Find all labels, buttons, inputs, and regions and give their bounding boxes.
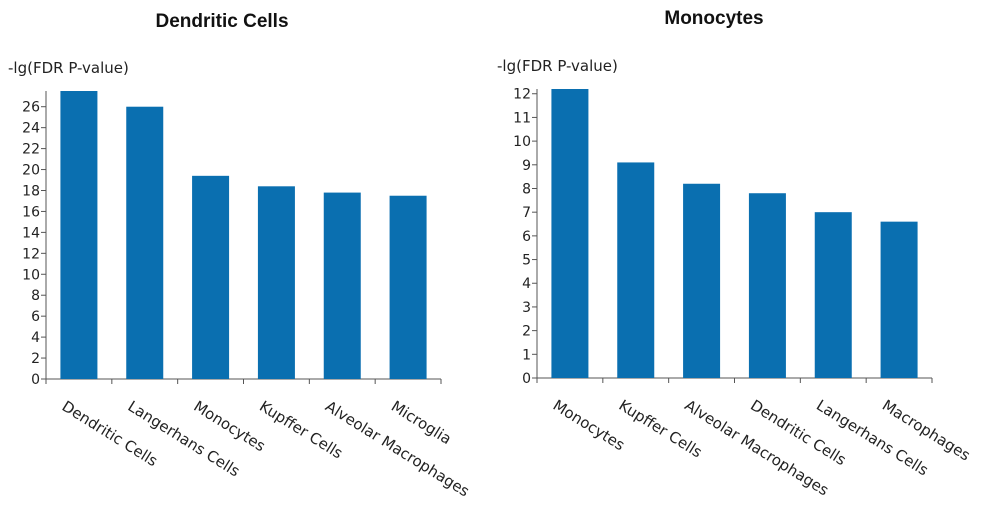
y-tick-label: 18 <box>22 183 40 199</box>
bar <box>60 91 98 379</box>
chart-title: Monocytes <box>664 8 763 29</box>
bar <box>748 193 786 378</box>
y-tick-label: 5 <box>522 253 531 269</box>
y-axis-label: -lg(FDR P-value) <box>497 57 618 75</box>
bar <box>192 175 230 379</box>
bar <box>617 162 655 378</box>
y-tick-label: 14 <box>22 225 40 241</box>
y-tick-label: 6 <box>522 229 531 245</box>
chart-panel-dendritic-cells: Dendritic Cells -lg(FDR P-value) 0246810… <box>8 11 473 501</box>
bar <box>880 221 918 378</box>
y-tick-label: 10 <box>513 134 531 150</box>
y-tick-label: 8 <box>522 181 531 197</box>
y-tick-label: 12 <box>513 87 531 103</box>
y-tick-label: 2 <box>31 351 40 367</box>
y-axis-label: -lg(FDR P-value) <box>8 59 129 77</box>
bar <box>814 212 852 378</box>
y-tick-label: 12 <box>22 246 40 262</box>
y-tick-label: 8 <box>31 288 40 304</box>
y-tick-label: 0 <box>522 371 531 387</box>
y-tick-label: 0 <box>31 372 40 388</box>
x-category-label: Monocytes <box>550 396 628 454</box>
y-tick-label: 9 <box>522 158 531 174</box>
chart-title: Dendritic Cells <box>155 11 288 32</box>
y-tick-label: 16 <box>22 204 40 220</box>
x-category-label: Langerhans Cells <box>813 396 932 479</box>
x-category-label: Langerhans Cells <box>125 397 244 480</box>
y-tick-label: 20 <box>22 163 40 179</box>
y-tick-label: 10 <box>22 267 40 283</box>
y-tick-label: 1 <box>522 347 531 363</box>
bar <box>126 106 164 379</box>
bar <box>257 186 295 379</box>
bar <box>323 192 361 379</box>
y-tick-label: 4 <box>31 330 40 346</box>
y-tick-label: 2 <box>522 324 531 340</box>
y-tick-label: 22 <box>22 142 40 158</box>
y-tick-label: 26 <box>22 100 40 116</box>
bar <box>683 183 721 378</box>
y-tick-label: 3 <box>522 300 531 316</box>
chart-panel-monocytes: Monocytes -lg(FDR P-value) 0123456789101… <box>497 8 974 500</box>
y-tick-label: 6 <box>31 309 40 325</box>
y-tick-label: 11 <box>513 110 531 126</box>
bar <box>551 89 589 378</box>
y-tick-label: 7 <box>522 205 531 221</box>
bar <box>389 195 427 379</box>
y-tick-label: 24 <box>22 121 40 137</box>
y-tick-label: 4 <box>522 276 531 292</box>
